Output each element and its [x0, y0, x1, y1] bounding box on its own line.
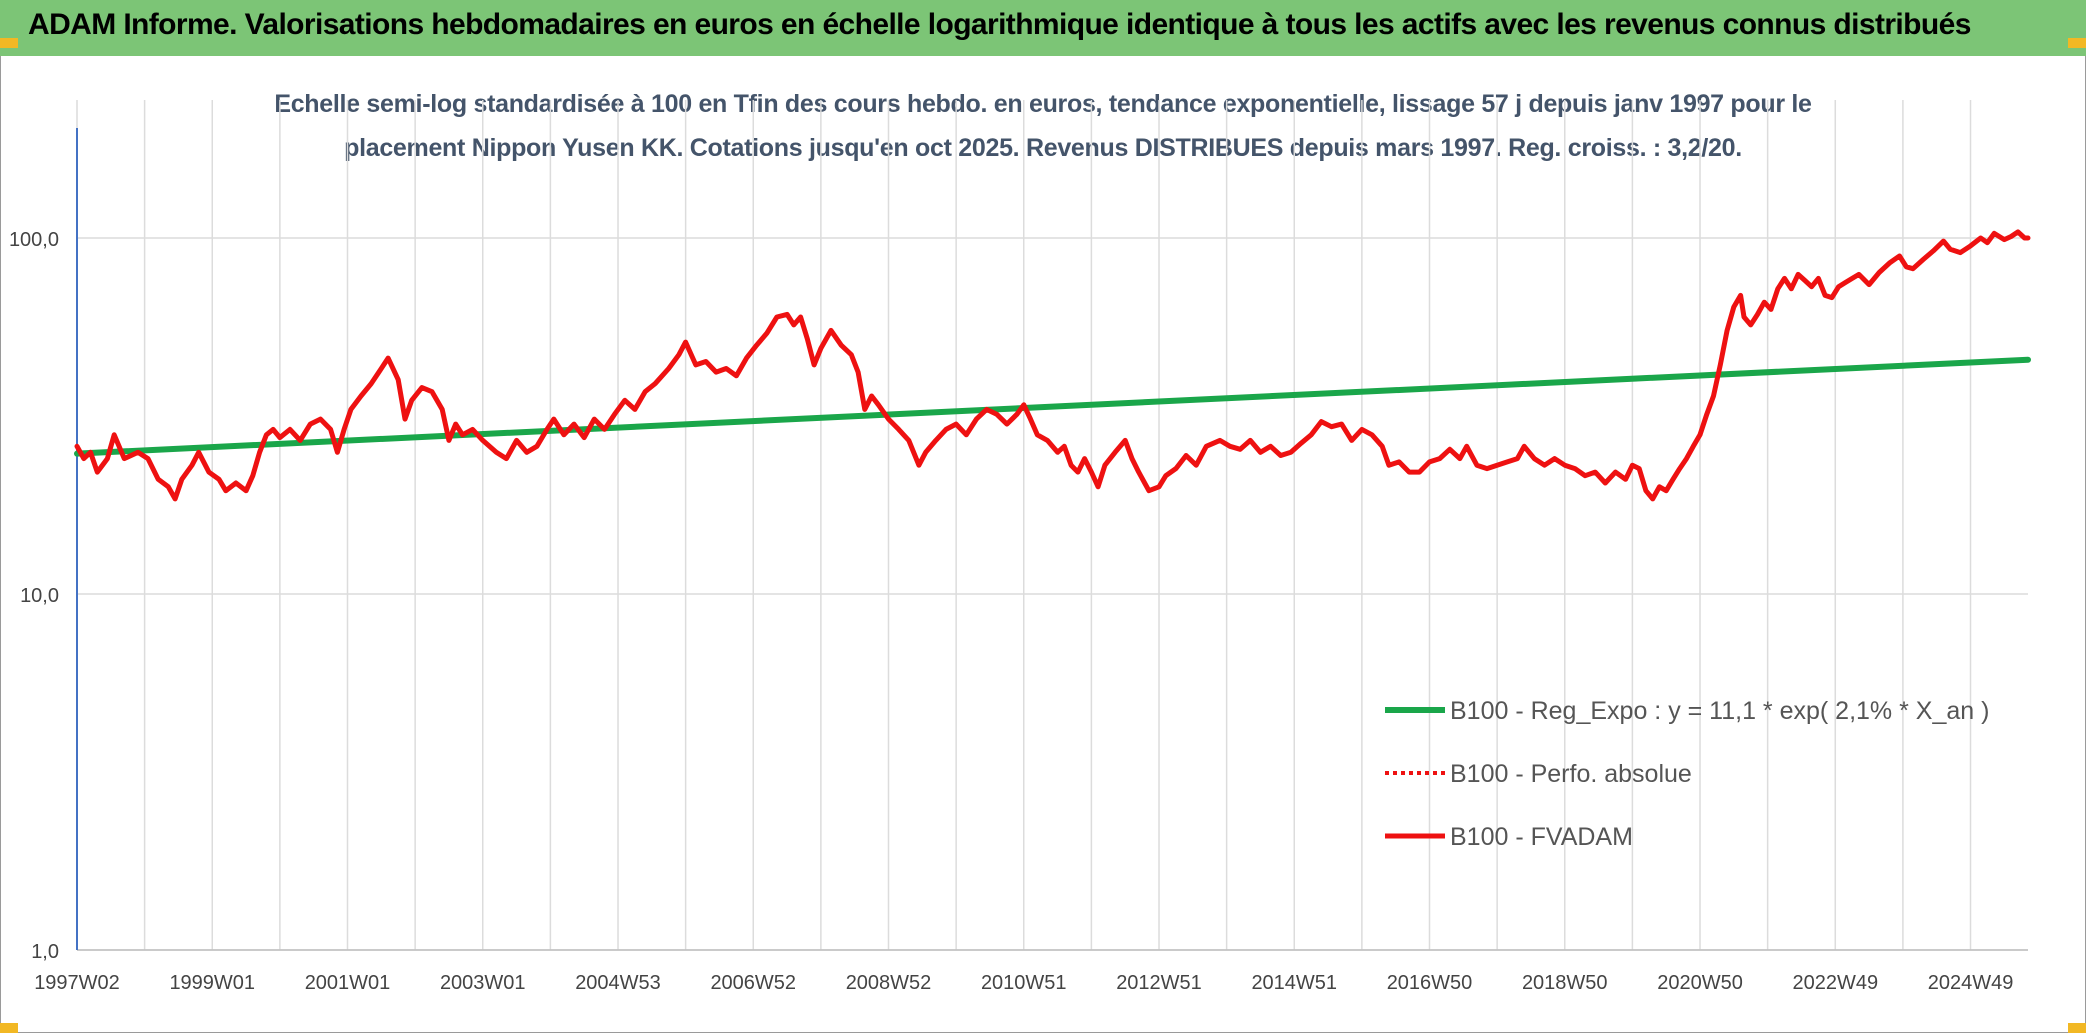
x-tick-label: 1997W02 — [34, 972, 120, 994]
title-banner: ADAM Informe. Valorisations hebdomadaire… — [0, 0, 2086, 56]
chart-title-line-2: placement Nippon Yusen KK. Cotations jus… — [344, 134, 1742, 162]
report-title: ADAM Informe. Valorisations hebdomadaire… — [28, 8, 1971, 41]
legend-label-0: B100 - Reg_Expo : y = 11,1 * exp( 2,1% *… — [1450, 697, 1989, 725]
corner-marker-bottom-left — [0, 1023, 18, 1033]
x-tick-label: 2020W50 — [1657, 972, 1743, 994]
y-tick-label: 100,0 — [9, 229, 59, 251]
x-tick-label: 2012W51 — [1116, 972, 1202, 994]
series-line-0 — [74, 356, 2031, 457]
x-tick-label: 2016W50 — [1387, 972, 1473, 994]
y-tick-label: 1,0 — [31, 941, 59, 963]
x-tick-label: 2018W50 — [1522, 972, 1608, 994]
corner-marker-right — [2068, 38, 2086, 48]
corner-marker-left — [0, 38, 18, 48]
axes: 1,0 10,0 100,0 1997W02 1999W01 2001W01 2003W01… — [9, 128, 2013, 994]
x-tick-label: 2004W53 — [575, 972, 661, 994]
x-tick-label: 2006W52 — [710, 972, 796, 994]
legend: B100 - Reg_Expo : y = 11,1 * exp( 2,1% *… — [1385, 697, 1989, 851]
gridlines — [76, 100, 2028, 951]
x-tick-label: 2010W51 — [981, 972, 1067, 994]
x-tick-label: 2024W49 — [1928, 972, 2014, 994]
chart-title-line-1: Echelle semi-log standardisée à 100 en T… — [274, 90, 1812, 118]
x-tick-label: 2001W01 — [305, 972, 391, 994]
corner-marker-bottom-right — [2068, 1023, 2086, 1033]
series-line-2 — [74, 229, 2031, 502]
x-tick-label: 2008W52 — [846, 972, 932, 994]
x-tick-label: 2022W49 — [1792, 972, 1878, 994]
x-tick-label: 2003W01 — [440, 972, 526, 994]
legend-label-2: B100 - FVADAM — [1450, 823, 1633, 851]
legend-label-1: B100 - Perfo. absolue — [1450, 760, 1692, 788]
y-tick-label: 10,0 — [20, 585, 59, 607]
series — [74, 229, 2031, 502]
x-tick-label: 2014W51 — [1251, 972, 1337, 994]
x-tick-label: 1999W01 — [169, 972, 255, 994]
